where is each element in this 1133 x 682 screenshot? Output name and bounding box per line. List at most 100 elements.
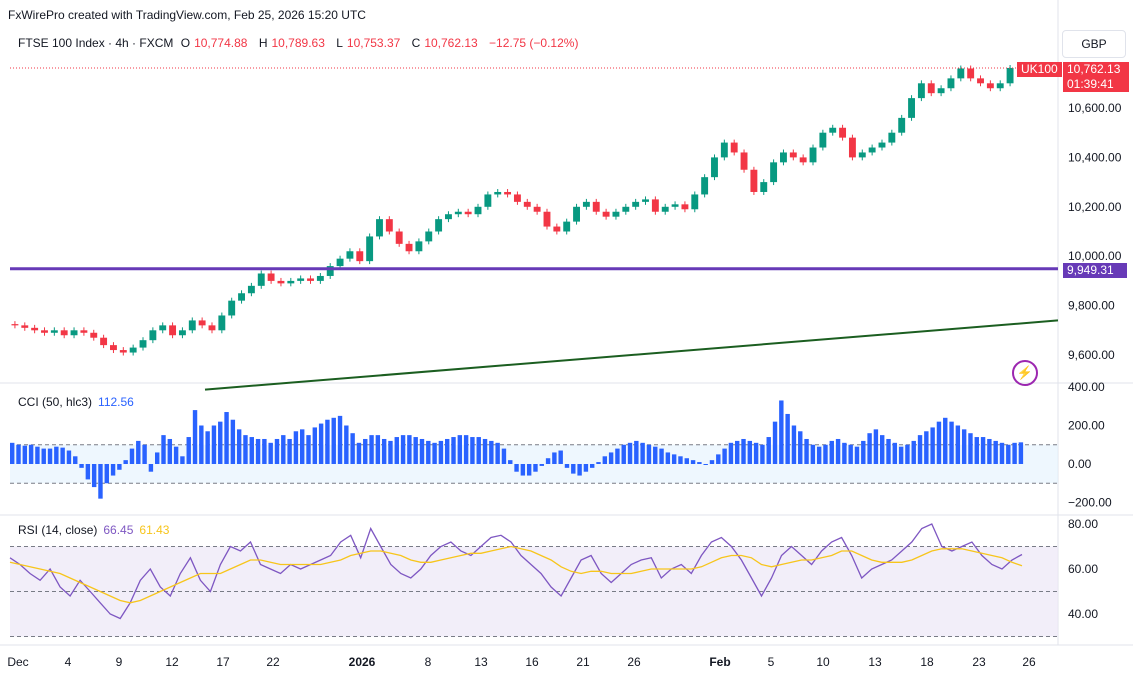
candle-body	[247, 285, 255, 294]
candle-body	[336, 258, 344, 267]
candle-body	[858, 152, 866, 158]
candle-body	[474, 206, 482, 215]
cci-bar	[142, 444, 147, 464]
cci-bar	[867, 433, 872, 464]
cci-bar	[180, 456, 185, 464]
cci-bar	[255, 438, 261, 464]
cci-bar	[646, 444, 652, 464]
cci-bar	[281, 435, 286, 464]
candle-body	[612, 211, 620, 217]
cci-bar	[400, 435, 406, 464]
candle-body	[848, 137, 856, 158]
candle-body	[898, 117, 906, 133]
candle-body	[267, 273, 275, 281]
cci-bar	[949, 421, 954, 464]
candle-body	[60, 330, 68, 336]
cci-bar	[249, 437, 254, 464]
cci-bar	[136, 440, 141, 464]
cci-bar	[419, 438, 425, 464]
cci-bar	[690, 460, 696, 464]
cci-bar	[495, 442, 500, 464]
candle-body	[829, 127, 837, 133]
candle-body	[730, 142, 738, 153]
x-tick-label: 26	[1022, 655, 1036, 669]
cci-bar	[66, 450, 72, 464]
candle-body	[11, 324, 19, 326]
cci-bar	[943, 417, 948, 464]
candle-body	[159, 325, 167, 331]
cci-bar	[728, 442, 734, 464]
cci-bar	[451, 437, 456, 464]
cci-bar	[1012, 442, 1017, 464]
cci-bar	[79, 464, 84, 468]
cci-bar	[426, 440, 431, 464]
flash-icon[interactable]: ⚡	[1012, 360, 1038, 386]
candle-body	[947, 78, 955, 89]
candle-body	[691, 194, 699, 210]
cci-bar	[489, 440, 494, 464]
cci-bar	[10, 442, 15, 464]
candle-body	[139, 340, 147, 348]
cci-bar	[243, 435, 248, 464]
cci-bar	[148, 464, 154, 472]
x-tick-label: 5	[768, 655, 775, 669]
trendline	[204, 319, 1059, 391]
cci-bar	[300, 429, 305, 464]
cci-bar	[880, 435, 885, 464]
cci-bar	[205, 431, 210, 464]
cci-bar	[930, 427, 935, 464]
x-tick-label: 2026	[349, 655, 376, 669]
candle-body	[504, 191, 512, 195]
candle-body	[198, 320, 206, 326]
candle-body	[445, 214, 452, 220]
last-price-tag: 10,762.13	[1063, 62, 1129, 77]
cci-bar	[854, 446, 860, 464]
cci-bar	[432, 442, 437, 464]
candle-body	[563, 221, 571, 232]
cci-bar	[28, 444, 34, 464]
candle-body	[711, 157, 718, 178]
rsi-tick-label: 40.00	[1068, 607, 1098, 621]
cci-bar	[173, 446, 179, 464]
candle-body	[780, 152, 787, 163]
candle-body	[740, 152, 748, 170]
cci-bar	[905, 444, 910, 464]
cci-bar	[722, 448, 727, 464]
x-tick-label: 18	[920, 655, 934, 669]
candle-body	[582, 201, 590, 207]
cci-bar	[955, 425, 961, 464]
cci-bar	[898, 446, 904, 464]
cci-bar	[577, 464, 582, 476]
cci-bar	[987, 438, 992, 464]
cci-bar	[104, 464, 109, 484]
candle-body	[238, 293, 245, 301]
cci-bar	[438, 440, 444, 464]
cci-bar	[129, 448, 135, 464]
cci-bar	[684, 458, 689, 464]
x-tick-label: 23	[972, 655, 986, 669]
cci-bar	[760, 444, 765, 464]
candle-body	[937, 88, 945, 94]
cci-bar	[993, 440, 998, 464]
cci-bar	[861, 440, 866, 464]
cci-bar	[924, 431, 929, 464]
cci-bar	[791, 425, 797, 464]
candle-body	[425, 231, 433, 242]
cci-legend[interactable]: CCI (50, hlc3) 112.56	[18, 395, 134, 409]
candle-body	[346, 251, 354, 259]
currency-button[interactable]: GBP	[1062, 30, 1126, 58]
y-tick-label: 10,000.00	[1068, 249, 1122, 263]
candle-body	[228, 300, 236, 316]
y-tick-label: 10,400.00	[1068, 150, 1122, 164]
cci-bar	[218, 421, 223, 464]
cci-bar	[564, 464, 570, 468]
candle-body	[435, 219, 443, 232]
cci-bar	[621, 444, 626, 464]
candle-body	[287, 280, 295, 284]
rsi-legend[interactable]: RSI (14, close) 66.45 61.43	[18, 523, 169, 537]
cci-tick-label: 200.00	[1068, 419, 1105, 433]
candle-body	[750, 169, 758, 192]
candle-body	[868, 147, 876, 153]
